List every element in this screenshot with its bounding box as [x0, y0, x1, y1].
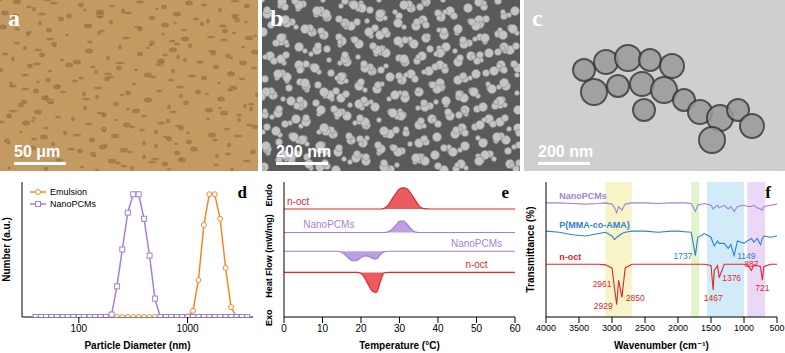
svg-text:d: d	[238, 183, 248, 202]
svg-text:1000: 1000	[176, 323, 199, 334]
svg-text:1737: 1737	[673, 251, 692, 261]
svg-text:c: c	[532, 5, 543, 31]
svg-text:n-oct: n-oct	[287, 196, 309, 207]
svg-text:2500: 2500	[635, 323, 655, 333]
svg-text:40: 40	[432, 323, 444, 334]
svg-text:Temperature (°C): Temperature (°C)	[359, 340, 440, 351]
svg-text:50: 50	[471, 323, 483, 334]
svg-text:721: 721	[755, 283, 769, 293]
svg-text:200 nm: 200 nm	[276, 143, 331, 160]
svg-text:2961: 2961	[593, 279, 612, 289]
svg-text:200 nm: 200 nm	[538, 143, 593, 160]
svg-text:Number (a.u.): Number (a.u.)	[1, 217, 12, 281]
svg-text:500: 500	[769, 323, 784, 333]
svg-text:20: 20	[355, 323, 367, 334]
svg-text:b: b	[270, 5, 283, 31]
svg-text:50 μm: 50 μm	[14, 143, 60, 160]
svg-text:Heat Flow (mW/mg): Heat Flow (mW/mg)	[264, 214, 274, 298]
svg-text:60: 60	[509, 323, 521, 334]
svg-text:4000: 4000	[536, 323, 556, 333]
svg-text:f: f	[765, 183, 771, 202]
svg-text:NanoPCMs: NanoPCMs	[303, 219, 354, 230]
svg-text:e: e	[501, 183, 509, 202]
svg-text:1467: 1467	[704, 293, 723, 303]
svg-text:1000: 1000	[734, 323, 754, 333]
svg-text:Wavenumber (cm⁻¹): Wavenumber (cm⁻¹)	[614, 340, 709, 351]
svg-text:10: 10	[317, 323, 329, 334]
svg-text:NanoPCMs: NanoPCMs	[559, 191, 607, 201]
svg-text:1500: 1500	[701, 323, 721, 333]
svg-text:Endo: Endo	[264, 184, 274, 207]
svg-text:Emulsion: Emulsion	[50, 187, 87, 197]
svg-text:n-oct: n-oct	[465, 259, 487, 270]
svg-text:a: a	[8, 5, 20, 31]
svg-text:Exo: Exo	[264, 309, 274, 326]
svg-text:P(MMA-co-AMA): P(MMA-co-AMA)	[559, 220, 629, 230]
svg-text:n-oct: n-oct	[559, 252, 581, 262]
svg-text:2929: 2929	[594, 301, 613, 311]
svg-text:Transmittance (%): Transmittance (%)	[525, 206, 536, 292]
svg-text:1149: 1149	[737, 250, 756, 261]
svg-text:NanoPCMs: NanoPCMs	[451, 238, 502, 249]
svg-text:3000: 3000	[602, 323, 622, 333]
svg-text:887: 887	[744, 259, 758, 269]
svg-text:2000: 2000	[668, 323, 688, 333]
svg-text:100: 100	[70, 323, 87, 334]
svg-text:0: 0	[281, 323, 287, 334]
svg-text:Particle Diameter (nm): Particle Diameter (nm)	[84, 340, 190, 351]
svg-text:3500: 3500	[569, 323, 589, 333]
svg-text:NanoPCMs: NanoPCMs	[50, 199, 97, 209]
svg-text:2850: 2850	[626, 293, 645, 303]
svg-text:30: 30	[394, 323, 406, 334]
svg-text:1376: 1376	[722, 273, 741, 283]
